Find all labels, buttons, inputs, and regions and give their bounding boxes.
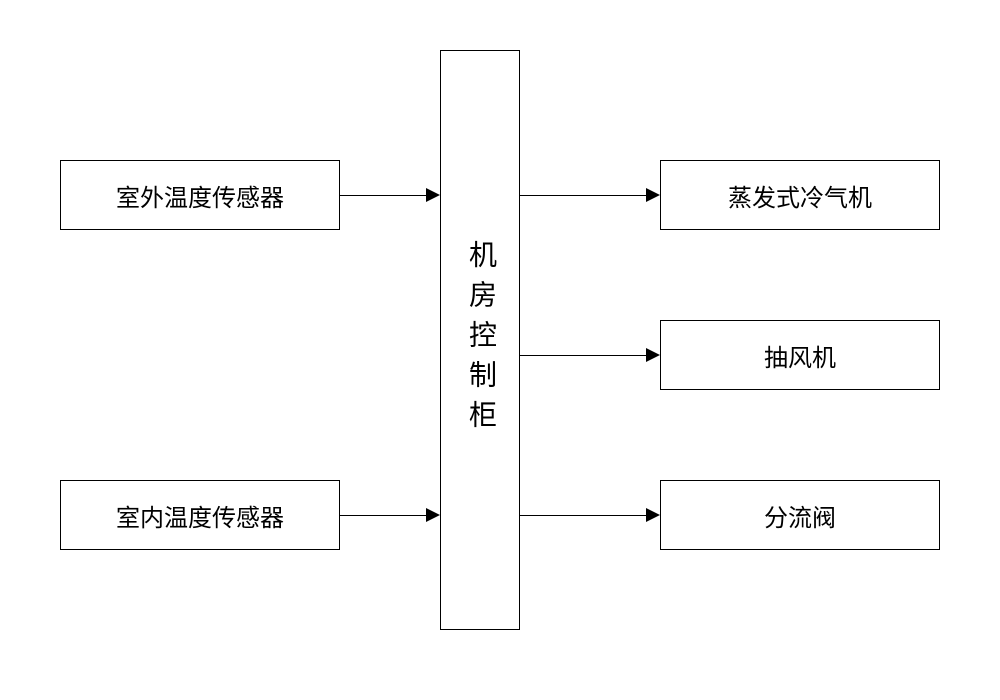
arrow-head-icon bbox=[426, 508, 440, 522]
diverter-valve-label: 分流阀 bbox=[764, 498, 836, 533]
arrow-head-icon bbox=[646, 188, 660, 202]
evaporative-cooler-label: 蒸发式冷气机 bbox=[728, 178, 872, 213]
central-controller-box: 机房控制柜 bbox=[440, 50, 520, 630]
exhaust-fan-box: 抽风机 bbox=[660, 320, 940, 390]
arrow-line bbox=[340, 515, 426, 516]
arrow-head-icon bbox=[646, 508, 660, 522]
arrow-line bbox=[520, 195, 646, 196]
evaporative-cooler-box: 蒸发式冷气机 bbox=[660, 160, 940, 230]
arrow-line bbox=[520, 515, 646, 516]
indoor-temp-sensor-label: 室内温度传感器 bbox=[116, 498, 284, 533]
outdoor-temp-sensor-label: 室外温度传感器 bbox=[116, 178, 284, 213]
arrow-head-icon bbox=[426, 188, 440, 202]
arrow-head-icon bbox=[646, 348, 660, 362]
exhaust-fan-label: 抽风机 bbox=[764, 338, 836, 373]
arrow-line bbox=[340, 195, 426, 196]
central-controller-label: 机房控制柜 bbox=[460, 240, 500, 440]
outdoor-temp-sensor-box: 室外温度传感器 bbox=[60, 160, 340, 230]
arrow-line bbox=[520, 355, 646, 356]
indoor-temp-sensor-box: 室内温度传感器 bbox=[60, 480, 340, 550]
diverter-valve-box: 分流阀 bbox=[660, 480, 940, 550]
